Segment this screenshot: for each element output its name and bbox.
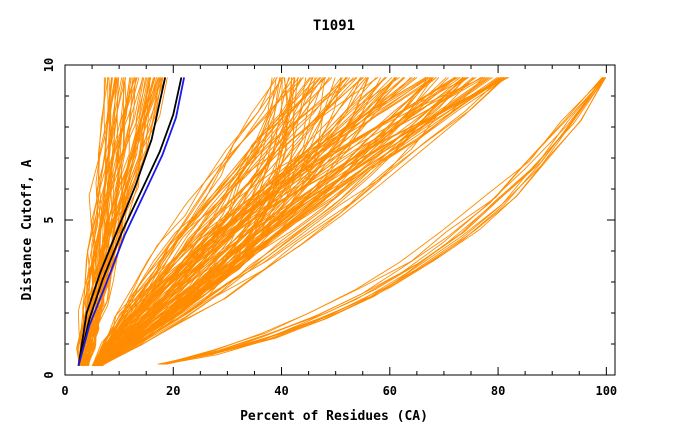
highlight-layer — [77, 77, 185, 366]
series-line — [92, 77, 288, 367]
y-tick-label: 0 — [42, 371, 56, 378]
highlight-series-line — [77, 77, 185, 366]
series-line — [95, 77, 486, 366]
series-line — [160, 77, 604, 365]
x-axis-label: Percent of Residues (CA) — [240, 409, 428, 424]
x-tick-label: 100 — [595, 384, 617, 398]
series-line — [96, 77, 463, 367]
y-tick-label: 10 — [42, 58, 56, 72]
series-line — [99, 77, 320, 366]
series-line — [101, 77, 434, 366]
series-line — [92, 77, 349, 366]
series-layer — [76, 76, 607, 367]
series-line — [91, 77, 386, 367]
series-line — [92, 77, 437, 367]
series-line — [157, 77, 606, 365]
series-line — [87, 77, 156, 366]
series-line — [99, 77, 427, 366]
y-tick-label: 5 — [42, 216, 56, 223]
series-line — [84, 77, 127, 366]
series-line — [79, 77, 132, 366]
x-tick-label: 40 — [274, 384, 288, 398]
highlight-series-line — [77, 77, 167, 366]
series-line — [93, 77, 449, 367]
series-line — [99, 77, 464, 367]
series-line — [99, 77, 302, 367]
series-line — [82, 77, 162, 366]
series-line — [92, 77, 342, 366]
series-line — [85, 77, 155, 366]
y-axis-label: Distance Cutoff, A — [20, 159, 35, 300]
chart-title: T1091 — [313, 18, 355, 34]
series-line — [100, 77, 304, 366]
series-line — [98, 77, 475, 367]
x-tick-label: 60 — [383, 384, 397, 398]
series-line — [92, 77, 503, 367]
x-tick-label: 20 — [166, 384, 180, 398]
series-line — [98, 77, 295, 367]
series-line — [102, 77, 295, 366]
series-line — [94, 77, 396, 367]
series-line — [163, 77, 603, 365]
series-line — [95, 77, 362, 367]
highlight-series-line — [77, 77, 183, 366]
x-tick-label: 0 — [61, 384, 68, 398]
series-line — [86, 77, 112, 366]
series-line — [163, 77, 605, 365]
x-tick-label: 80 — [491, 384, 505, 398]
x-axis: 0 20 40 60 80 100 — [61, 65, 617, 398]
series-line — [97, 77, 281, 367]
series-line — [101, 77, 333, 366]
series-line — [80, 77, 113, 366]
series-line — [160, 77, 604, 365]
series-line — [93, 77, 284, 366]
y-axis: 0 5 10 — [42, 58, 615, 379]
series-line — [94, 77, 509, 366]
